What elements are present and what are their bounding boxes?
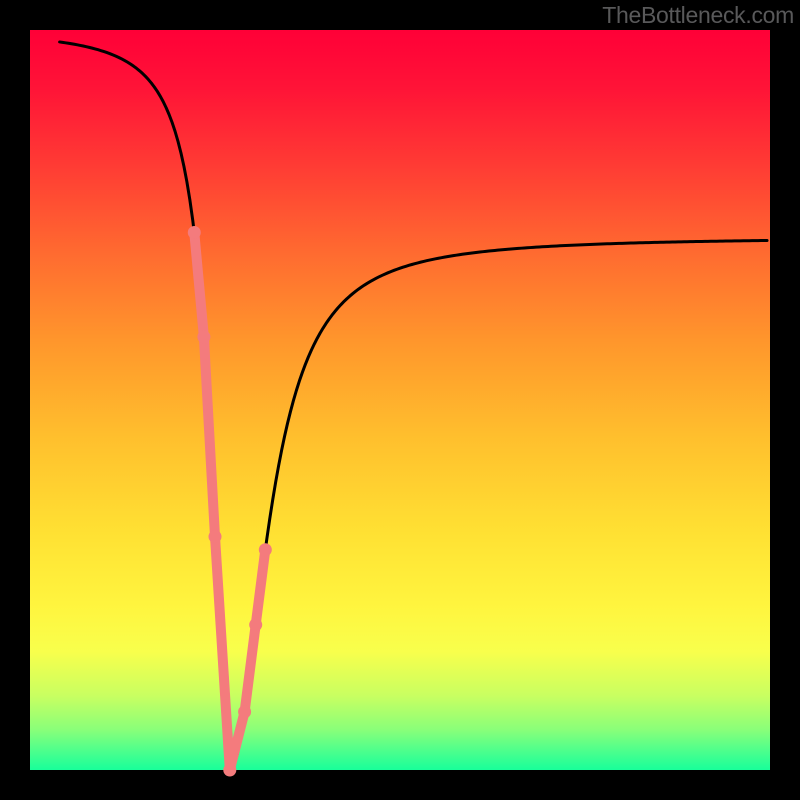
optimal-zone-dot: [238, 705, 251, 718]
watermark-text: TheBottleneck.com: [602, 2, 794, 29]
optimal-zone-dot: [188, 226, 201, 239]
gradient-background: [30, 30, 770, 770]
optimal-zone-dot: [223, 764, 236, 777]
optimal-zone-dot: [209, 530, 222, 543]
optimal-zone-dot: [197, 330, 210, 343]
optimal-zone-dot: [249, 618, 262, 631]
optimal-zone-dot: [259, 543, 272, 556]
bottleneck-curve-chart: [0, 0, 800, 800]
chart-container: TheBottleneck.com: [0, 0, 800, 800]
